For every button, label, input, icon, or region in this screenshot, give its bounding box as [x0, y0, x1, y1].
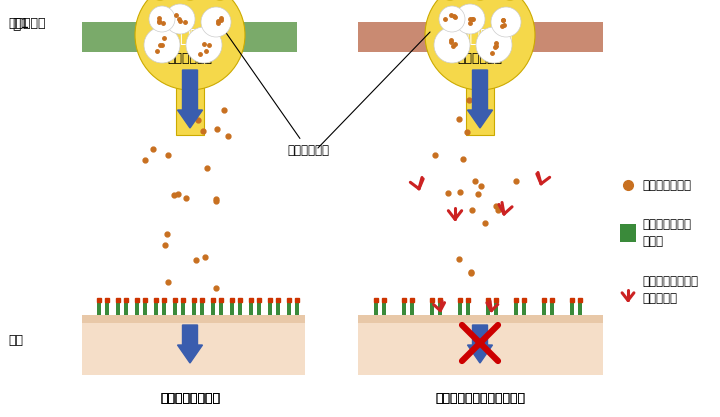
Text: 図1: 図1 [12, 16, 30, 30]
FancyBboxPatch shape [620, 224, 636, 242]
FancyBboxPatch shape [97, 302, 101, 315]
FancyBboxPatch shape [211, 302, 215, 315]
FancyArrow shape [467, 70, 492, 128]
Text: 重症筋無力症: 重症筋無力症 [448, 28, 512, 46]
FancyBboxPatch shape [276, 302, 280, 315]
FancyBboxPatch shape [438, 302, 442, 315]
FancyBboxPatch shape [219, 302, 223, 315]
FancyBboxPatch shape [82, 315, 305, 323]
FancyBboxPatch shape [550, 302, 554, 315]
Circle shape [425, 0, 535, 90]
FancyBboxPatch shape [143, 302, 147, 315]
Circle shape [186, 27, 222, 63]
Circle shape [476, 27, 512, 63]
Text: 筋肉へ指令が伝達: 筋肉へ指令が伝達 [160, 392, 220, 405]
FancyArrow shape [467, 325, 492, 363]
FancyBboxPatch shape [82, 22, 297, 52]
FancyBboxPatch shape [374, 302, 378, 315]
FancyBboxPatch shape [268, 302, 272, 315]
FancyBboxPatch shape [295, 302, 299, 315]
Text: 神経の末端: 神経の末端 [8, 17, 45, 30]
Circle shape [455, 4, 485, 34]
Circle shape [149, 6, 175, 32]
Text: 筋肉: 筋肉 [8, 334, 23, 347]
FancyBboxPatch shape [402, 302, 406, 315]
FancyBboxPatch shape [200, 302, 204, 315]
Text: 筋肉へ指令が伝達しにくい: 筋肉へ指令が伝達しにくい [435, 392, 525, 405]
FancyBboxPatch shape [162, 302, 166, 315]
FancyBboxPatch shape [124, 302, 128, 315]
FancyBboxPatch shape [287, 302, 291, 315]
FancyBboxPatch shape [181, 302, 185, 315]
FancyArrow shape [178, 70, 202, 128]
FancyBboxPatch shape [382, 302, 386, 315]
FancyBboxPatch shape [466, 302, 470, 315]
Circle shape [491, 7, 521, 37]
Text: 筋肉へ指令が伝達しにくい: 筋肉へ指令が伝達しにくい [435, 392, 525, 405]
FancyBboxPatch shape [176, 85, 204, 135]
Circle shape [165, 4, 195, 34]
FancyBboxPatch shape [116, 302, 120, 315]
Text: 筋肉へ指令が伝達: 筋肉へ指令が伝達 [160, 392, 220, 405]
FancyBboxPatch shape [230, 302, 234, 315]
Text: 正常: 正常 [179, 28, 201, 46]
Circle shape [434, 27, 470, 63]
Text: アセチルコリン
受容体: アセチルコリン 受容体 [642, 218, 691, 248]
FancyBboxPatch shape [173, 302, 177, 315]
Circle shape [201, 7, 231, 37]
FancyArrow shape [178, 325, 202, 363]
Circle shape [439, 6, 465, 32]
Text: 脳からの指令: 脳からの指令 [457, 52, 503, 65]
FancyBboxPatch shape [514, 302, 518, 315]
FancyBboxPatch shape [466, 85, 494, 135]
FancyBboxPatch shape [542, 302, 546, 315]
FancyBboxPatch shape [486, 302, 490, 315]
FancyBboxPatch shape [358, 315, 603, 323]
FancyBboxPatch shape [82, 315, 305, 375]
FancyBboxPatch shape [410, 302, 414, 315]
Circle shape [135, 0, 245, 90]
Circle shape [144, 27, 180, 63]
FancyBboxPatch shape [494, 302, 498, 315]
FancyBboxPatch shape [249, 302, 253, 315]
FancyBboxPatch shape [257, 302, 261, 315]
FancyBboxPatch shape [358, 315, 603, 375]
FancyBboxPatch shape [578, 302, 582, 315]
FancyBboxPatch shape [135, 302, 139, 315]
FancyBboxPatch shape [238, 302, 242, 315]
FancyBboxPatch shape [522, 302, 526, 315]
FancyBboxPatch shape [154, 302, 158, 315]
FancyBboxPatch shape [192, 302, 196, 315]
FancyBboxPatch shape [358, 22, 603, 52]
FancyBboxPatch shape [430, 302, 434, 315]
Text: 抗アセチルコリン
受容体抗体: 抗アセチルコリン 受容体抗体 [642, 275, 698, 305]
Text: シナプス小胞: シナプス小胞 [224, 29, 329, 156]
Text: 脳からの指令: 脳からの指令 [168, 52, 212, 65]
Text: アセチルコリン: アセチルコリン [642, 178, 691, 191]
FancyBboxPatch shape [570, 302, 574, 315]
FancyBboxPatch shape [105, 302, 109, 315]
FancyBboxPatch shape [458, 302, 462, 315]
Text: 筋肉へ指令が伝達: 筋肉へ指令が伝達 [160, 392, 220, 405]
